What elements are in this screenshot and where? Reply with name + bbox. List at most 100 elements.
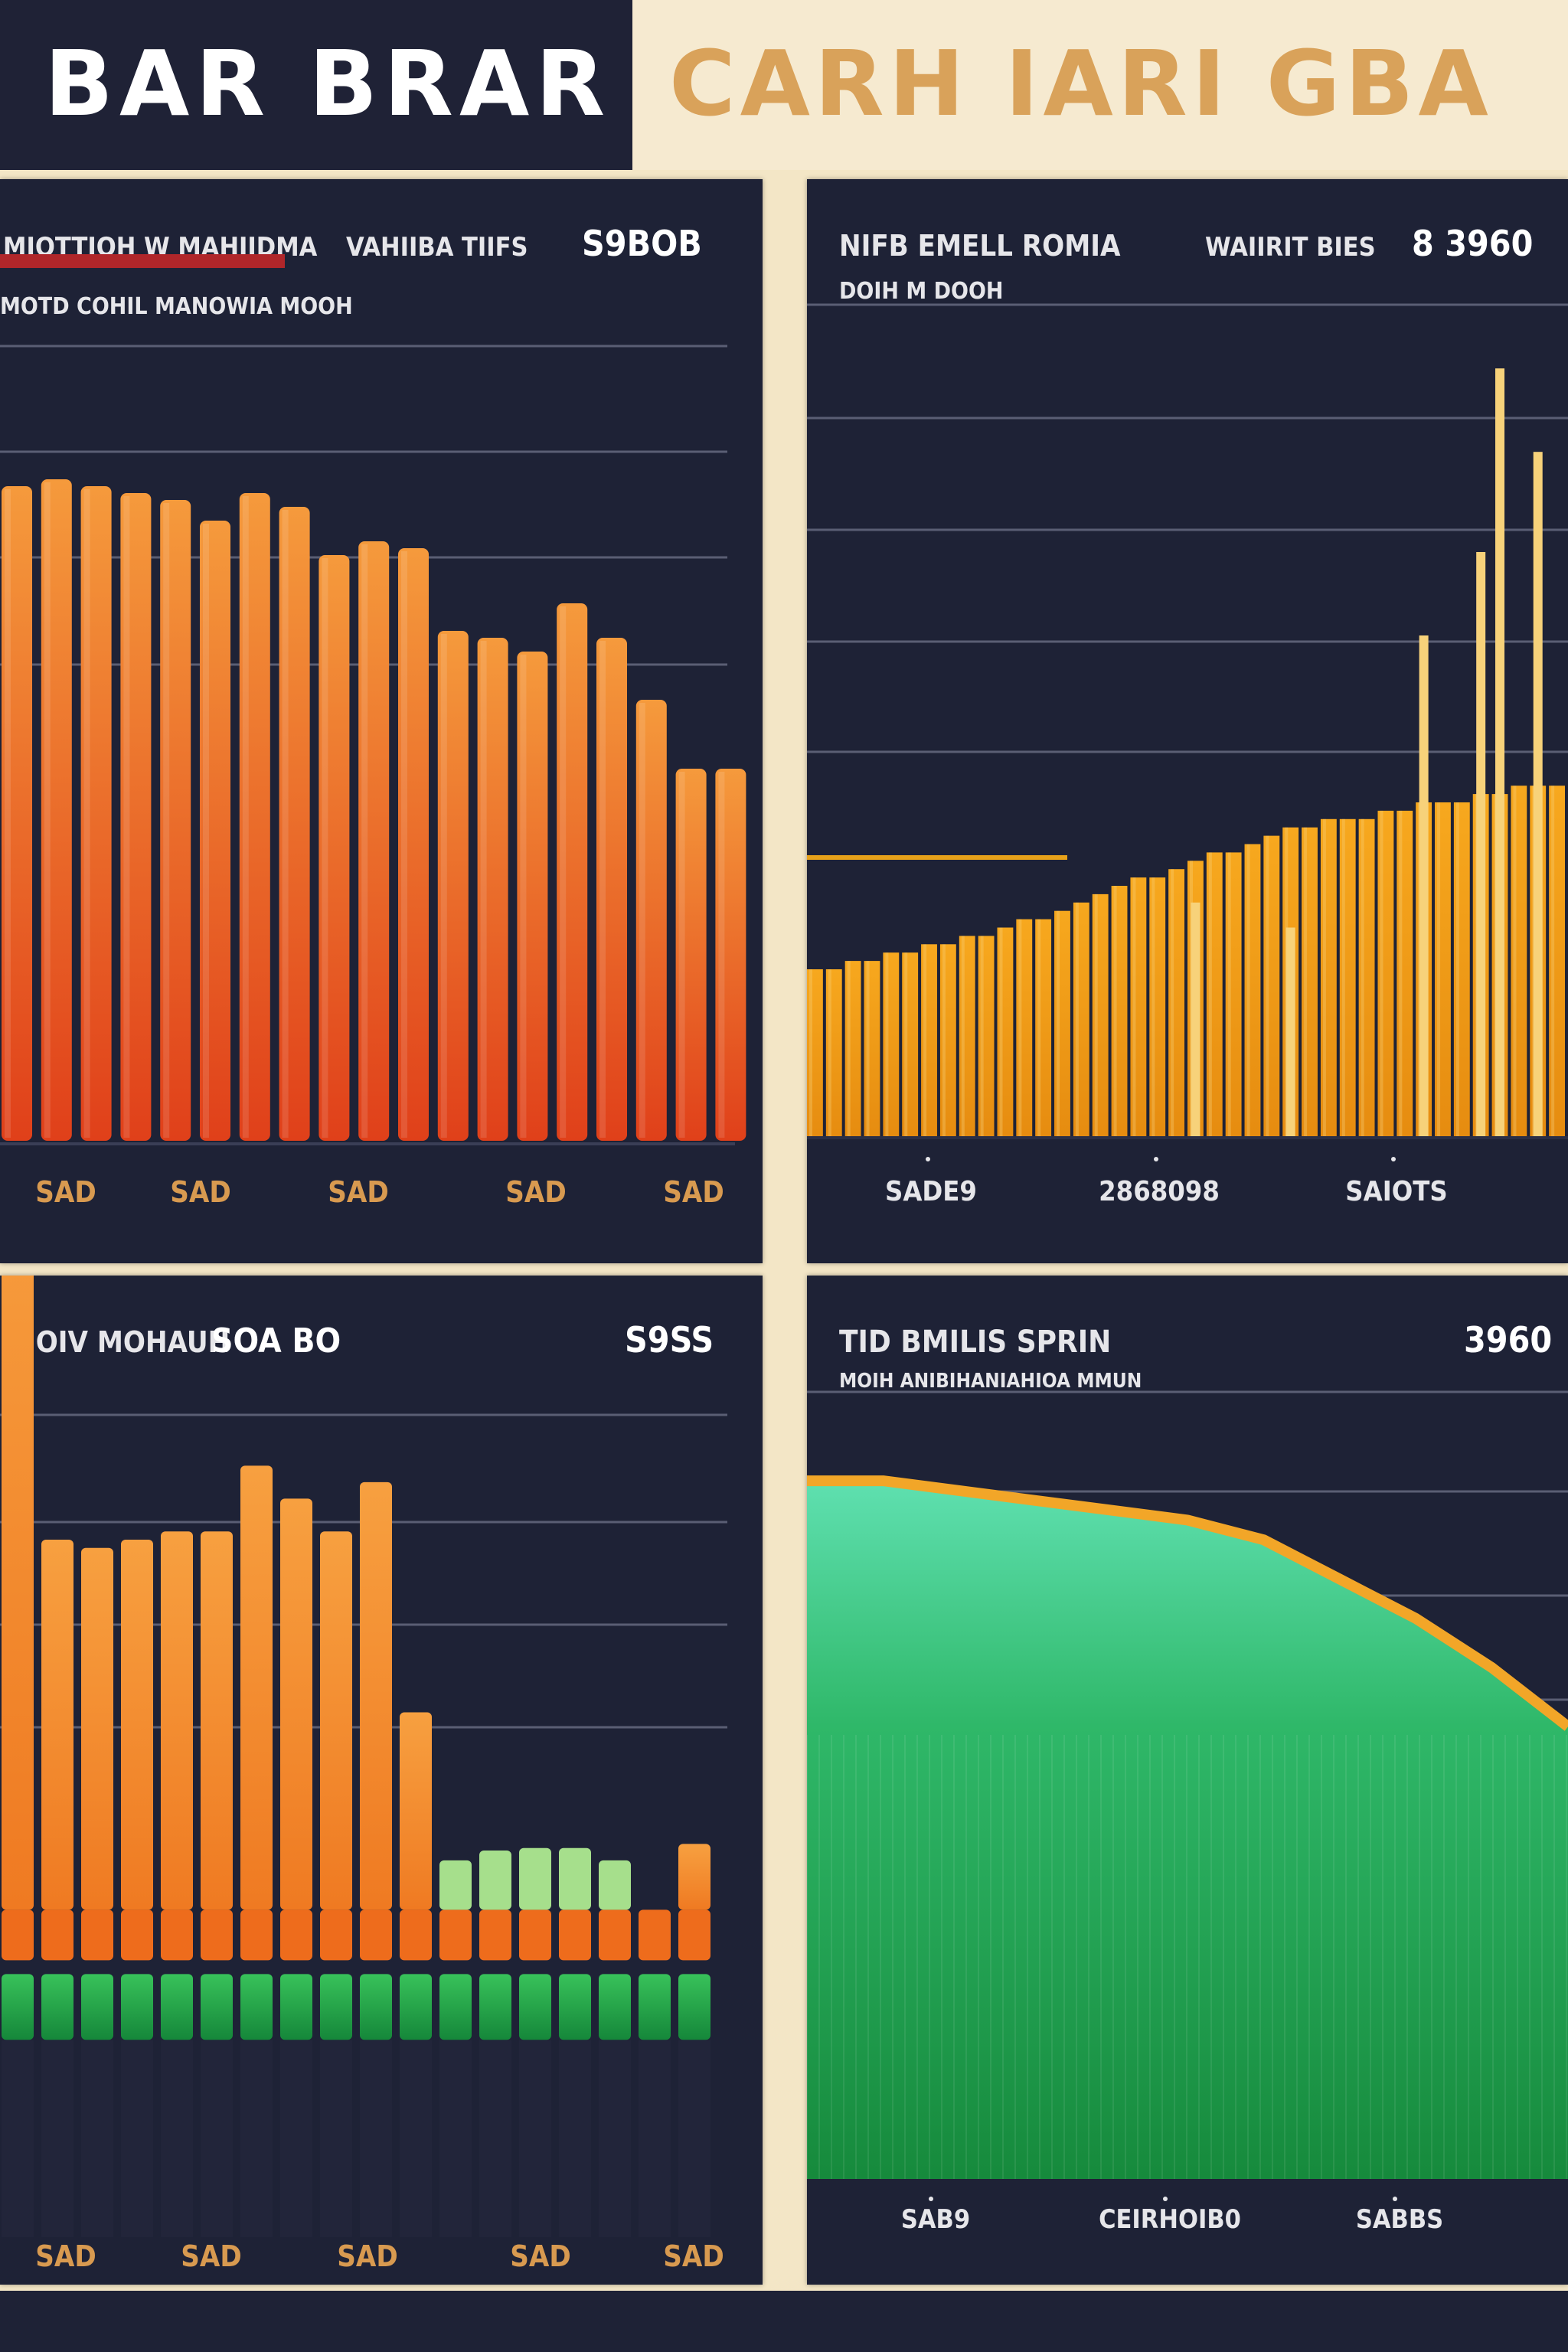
- x-tick-label: 2868098: [1099, 1176, 1220, 1207]
- bar: [200, 521, 230, 1141]
- bar: [318, 555, 350, 1141]
- bar-segment-dark: [639, 2040, 671, 2237]
- bar-highlight: [1551, 786, 1555, 1136]
- page-title: BAR BRAR: [44, 31, 612, 136]
- chart-panel-3: MIOIV MOHAUH SOA BO S9SS SAD SAD SAD SAD SAD: [0, 1276, 763, 2285]
- bar-highlight: [361, 544, 368, 1138]
- bar: [864, 961, 880, 1136]
- bar-segment-orange-band: [400, 1909, 432, 1961]
- x-tick-label: SAD: [328, 1175, 388, 1209]
- x-tick-label: SAD: [663, 1175, 724, 1209]
- header-right-banner: CARH IARI GBA: [632, 0, 1568, 170]
- bar-highlight: [1380, 810, 1383, 1136]
- bar: [807, 969, 823, 1136]
- bar-segment-dark: [439, 2040, 472, 2237]
- bar-segment-orange-band: [439, 1909, 472, 1961]
- bar-segment-orange: [360, 1481, 392, 1910]
- bar: [1225, 852, 1242, 1136]
- bar-highlight: [123, 496, 130, 1138]
- bar-highlight: [44, 482, 51, 1138]
- bar-highlight: [480, 641, 487, 1138]
- bar-highlight: [1037, 919, 1041, 1136]
- bar-segment-green: [240, 1974, 273, 2040]
- bar-highlight: [322, 558, 328, 1138]
- chart-svg: NIFB EMELL ROMIA DOIH M DOOH WAIIRIT BIES 8…: [807, 223, 1568, 1207]
- x-tick-mark: [1154, 1157, 1158, 1161]
- header-left-banner: BAR BRAR: [0, 0, 632, 170]
- x-tick-label: SAD: [510, 2239, 570, 2273]
- bar-segment-light-green: [479, 1850, 511, 1910]
- bar-segment-light-green: [519, 1847, 551, 1910]
- bar-highlight: [942, 944, 946, 1136]
- bar-highlight: [1246, 844, 1250, 1136]
- bar: [1339, 818, 1356, 1136]
- bar-segment-green: [439, 1974, 472, 2040]
- x-tick-mark: [926, 1157, 930, 1161]
- bar-segment-orange-band: [519, 1909, 551, 1961]
- bar-segment-dark: [2, 2040, 34, 2237]
- bar-highlight: [242, 496, 249, 1138]
- header-value: 3960: [1464, 1319, 1552, 1361]
- spike-bar: [1191, 902, 1200, 1136]
- bar: [1244, 844, 1261, 1136]
- bar-segment-orange-band: [240, 1909, 273, 1961]
- bar-segment-light-green: [599, 1860, 631, 1910]
- x-tick-label: SAB9: [901, 2204, 970, 2235]
- bar: [557, 603, 588, 1141]
- chart-panel-4: TID BMILIS SPRIN MOIH ANIBIHANIAHIOA MMUN…: [807, 1276, 1568, 2285]
- x-tick-label: SADE9: [885, 1176, 977, 1207]
- bar-segment-orange: [161, 1531, 193, 1910]
- bar-highlight: [83, 489, 90, 1138]
- x-tick-mark: [1393, 2197, 1397, 2201]
- bar-highlight: [828, 969, 831, 1136]
- bar-segment-dark: [81, 2040, 113, 2237]
- bar-segment-dark: [479, 2040, 511, 2237]
- bar: [279, 507, 310, 1141]
- spike-bar: [1495, 368, 1505, 1136]
- bar-highlight: [1171, 869, 1174, 1136]
- bar-segment-dark: [519, 2040, 551, 2237]
- chart-title: TID BMILIS SPRIN: [839, 1325, 1111, 1360]
- bar: [1073, 902, 1089, 1136]
- bar: [1511, 786, 1527, 1136]
- bar-segment-green: [161, 1974, 193, 2040]
- chart-svg: TID BMILIS SPRIN MOIH ANIBIHANIAHIOA MMUN…: [807, 1319, 1568, 2285]
- bar-segment-dark: [599, 2040, 631, 2237]
- bar: [1320, 818, 1337, 1136]
- bar-segment-orange: [121, 1540, 153, 1910]
- bar-highlight: [1266, 835, 1269, 1136]
- axis-area: [807, 2179, 1568, 2285]
- footer-strip: [0, 2291, 1568, 2352]
- bar-segment-orange-band: [599, 1909, 631, 1961]
- bar: [1206, 852, 1223, 1136]
- bar-highlight: [1399, 810, 1403, 1136]
- bar-segment-green: [599, 1974, 631, 2040]
- bar: [1035, 919, 1052, 1136]
- bar: [902, 952, 919, 1136]
- chart-panel-1: MIOTTIOH W MAHIIDMA MOTD COHIL MANOWIA MO…: [0, 179, 763, 1263]
- x-tick-label: SAD: [337, 2239, 397, 2273]
- spike-bar: [1476, 552, 1486, 1136]
- bar-segment-green: [41, 1974, 74, 2040]
- bar: [358, 541, 390, 1141]
- spike-bar: [1285, 927, 1295, 1136]
- bar-highlight: [282, 510, 289, 1138]
- bar: [239, 493, 270, 1141]
- x-tick-mark: [1163, 2197, 1168, 2201]
- bar-segment-green: [360, 1974, 392, 2040]
- bar-segment-light-green: [559, 1847, 591, 1910]
- bar: [80, 486, 112, 1141]
- bar-segment-orange-band: [41, 1909, 74, 1961]
- bar-highlight: [718, 772, 725, 1138]
- bar-highlight: [980, 936, 984, 1136]
- bar: [1149, 877, 1166, 1136]
- x-tick-label: SAD: [181, 2239, 241, 2273]
- bar: [1130, 877, 1147, 1136]
- bar-highlight: [599, 641, 606, 1138]
- bar-segment-green: [320, 1974, 352, 2040]
- bar: [1435, 802, 1451, 1136]
- chart-subtitle: MOTD COHIL MANOWIA MOOH: [0, 293, 353, 320]
- bar-highlight: [904, 952, 908, 1136]
- bar-segment-orange: [400, 1712, 432, 1910]
- bar-highlight: [847, 961, 851, 1136]
